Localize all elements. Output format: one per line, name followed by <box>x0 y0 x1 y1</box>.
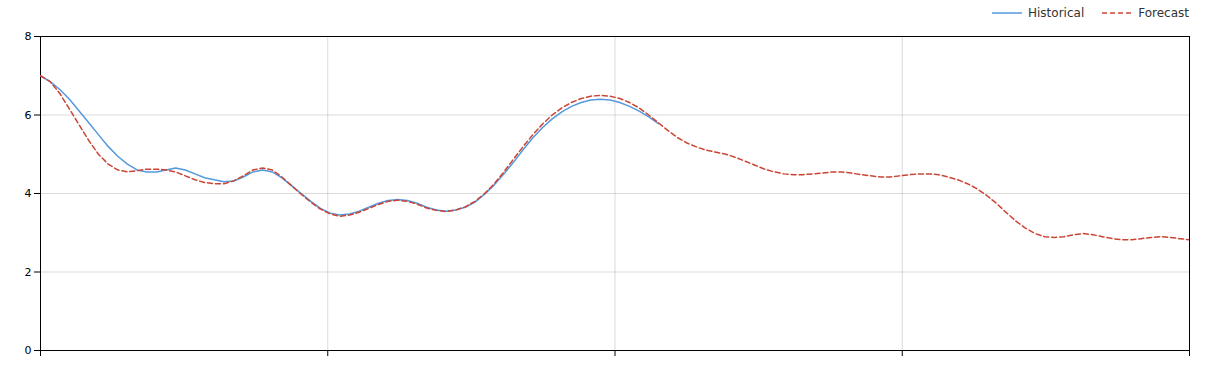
svg-text:0: 0 <box>25 344 32 357</box>
svg-text:2: 2 <box>25 266 32 279</box>
html-text:Historical: Historical <box>1028 6 1085 20</box>
svg-text:8: 8 <box>25 30 32 43</box>
svg-text:4: 4 <box>25 187 32 200</box>
html-text:Forecast: Forecast <box>1138 6 1189 20</box>
svg-text:6: 6 <box>25 109 32 122</box>
